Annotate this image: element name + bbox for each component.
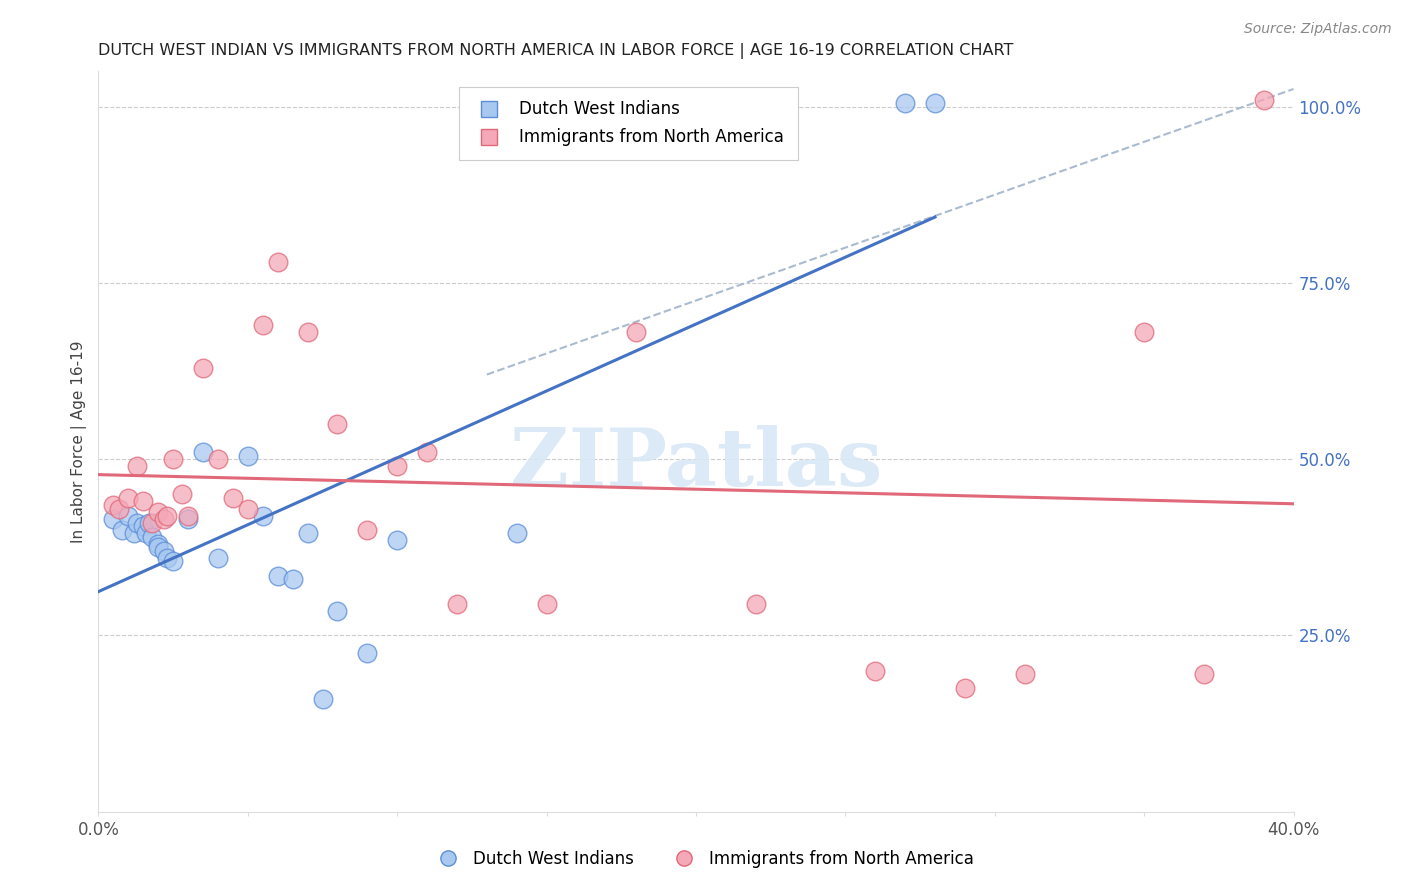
Point <box>132 519 155 533</box>
Point <box>536 597 558 611</box>
Point <box>1253 93 1275 107</box>
Point <box>117 508 139 523</box>
Point <box>148 537 170 551</box>
Point <box>177 512 200 526</box>
Text: R = 0.412   N = 29: R = 0.412 N = 29 <box>619 95 789 113</box>
Text: DUTCH WEST INDIAN VS IMMIGRANTS FROM NORTH AMERICA IN LABOR FORCE | AGE 16-19 CO: DUTCH WEST INDIAN VS IMMIGRANTS FROM NOR… <box>98 43 1014 59</box>
Point <box>191 445 214 459</box>
Point <box>141 530 163 544</box>
Point <box>252 318 274 333</box>
Point <box>297 325 319 339</box>
Point <box>156 550 179 565</box>
Text: R = 0.466   N = 33: R = 0.466 N = 33 <box>619 133 789 151</box>
Point <box>865 664 887 678</box>
Point <box>416 445 439 459</box>
Point <box>385 459 409 474</box>
Point <box>207 550 229 565</box>
Point <box>356 646 378 660</box>
Point <box>148 541 170 555</box>
Point <box>236 501 259 516</box>
Point <box>207 452 229 467</box>
Point <box>267 568 290 582</box>
Point <box>117 491 139 505</box>
Point <box>177 508 200 523</box>
Point <box>148 505 170 519</box>
Point <box>311 692 333 706</box>
Point <box>953 681 976 696</box>
Point <box>894 96 917 111</box>
Point <box>124 526 146 541</box>
Point <box>326 604 349 618</box>
Point <box>153 544 176 558</box>
Point <box>326 417 349 431</box>
Point <box>127 459 149 474</box>
Point <box>108 501 131 516</box>
Point <box>135 526 157 541</box>
Point <box>156 508 179 523</box>
Point <box>103 498 125 512</box>
Point <box>1133 325 1156 339</box>
Point <box>924 96 946 111</box>
Point <box>127 516 149 530</box>
Point <box>626 325 648 339</box>
Point <box>103 512 125 526</box>
Point <box>252 508 274 523</box>
Text: ZIPatlas: ZIPatlas <box>510 425 882 503</box>
Point <box>132 494 155 508</box>
Point <box>1014 667 1036 681</box>
Point <box>236 449 259 463</box>
Point <box>111 523 134 537</box>
Text: Source: ZipAtlas.com: Source: ZipAtlas.com <box>1244 22 1392 37</box>
Point <box>506 526 529 541</box>
Point <box>745 597 768 611</box>
Point <box>356 523 378 537</box>
Y-axis label: In Labor Force | Age 16-19: In Labor Force | Age 16-19 <box>72 340 87 543</box>
Point <box>222 491 245 505</box>
Point <box>162 452 184 467</box>
Point <box>141 516 163 530</box>
Legend: Dutch West Indians, Immigrants from North America: Dutch West Indians, Immigrants from Nort… <box>460 87 797 160</box>
Point <box>191 360 214 375</box>
Point <box>297 526 319 541</box>
Legend: Dutch West Indians, Immigrants from North America: Dutch West Indians, Immigrants from Nort… <box>425 844 981 875</box>
Point <box>162 554 184 568</box>
Point <box>267 254 290 268</box>
Point <box>385 533 409 548</box>
Point <box>446 597 468 611</box>
Point <box>281 572 304 586</box>
Point <box>172 487 194 501</box>
Point <box>153 512 176 526</box>
Point <box>138 516 160 530</box>
Point <box>1192 667 1215 681</box>
